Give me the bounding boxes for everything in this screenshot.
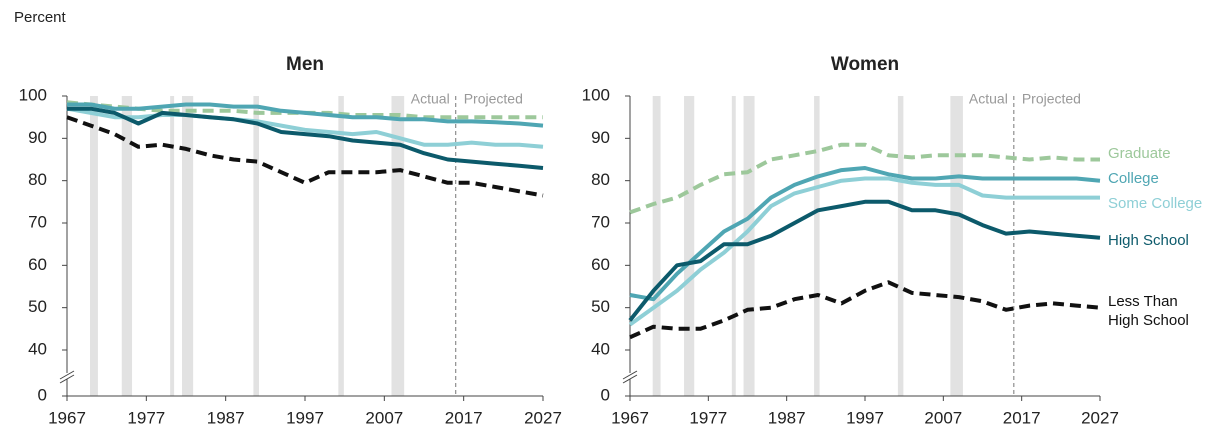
y-tick-label: 100 [19, 85, 47, 104]
series-line [629, 280, 1101, 340]
series-line [629, 166, 1101, 302]
axis-break [622, 374, 638, 384]
y-tick-label: 40 [28, 339, 47, 358]
recession-band [814, 96, 820, 396]
recession-band [170, 96, 175, 396]
series-label: Less Than High School [1108, 292, 1189, 329]
y-tick-label: 90 [28, 128, 47, 147]
series-label: Graduate [1108, 144, 1171, 162]
x-tick-label: 1977 [689, 408, 727, 427]
series-line [628, 199, 1101, 322]
y-tick-label: 70 [591, 212, 610, 231]
x-tick-label: 1987 [768, 408, 806, 427]
y-tick-label: 80 [591, 170, 610, 189]
axis-break-gap [622, 373, 638, 379]
x-tick-label: 2027 [524, 408, 562, 427]
recession-band [391, 96, 405, 396]
x-tick-label: 2007 [365, 408, 403, 427]
recession-band [897, 96, 904, 396]
series-line [67, 106, 544, 170]
annotation: Projected [1022, 91, 1081, 107]
x-tick-label: 1997 [286, 408, 324, 427]
series-line [66, 106, 544, 149]
y-tick-label: 100 [582, 85, 610, 104]
y-tick-label: 40 [591, 339, 610, 358]
recession-band [90, 96, 98, 396]
recession-band [121, 96, 133, 396]
axis-break [59, 370, 75, 380]
annotation: Projected [464, 91, 523, 107]
x-tick-label: 1997 [846, 408, 884, 427]
x-tick-label: 1967 [48, 408, 86, 427]
recession-band [743, 96, 755, 396]
y-tick-label: 70 [28, 212, 47, 231]
series-label: High School [1108, 231, 1189, 249]
y-tick-label: 50 [28, 297, 47, 316]
axis-break-gap [59, 373, 75, 379]
x-tick-label: 2017 [1003, 408, 1041, 427]
y-tick-label: 0 [601, 385, 610, 404]
series-label: College [1108, 169, 1159, 187]
x-tick-label: 2027 [1081, 408, 1119, 427]
recession-band [182, 96, 194, 396]
x-tick-label: 1977 [127, 408, 165, 427]
axis-break [59, 374, 75, 384]
series-label: Some College [1108, 194, 1203, 212]
x-tick-label: 1987 [207, 408, 245, 427]
x-tick-label: 2007 [924, 408, 962, 427]
recession-band [253, 96, 259, 396]
series-line [629, 142, 1100, 215]
recession-band [950, 96, 963, 396]
recession-band [652, 96, 661, 396]
axis-break [622, 370, 638, 380]
y-tick-label: 80 [28, 170, 47, 189]
recession-band [684, 96, 695, 396]
x-tick-label: 2017 [445, 408, 483, 427]
unit-label: Percent [14, 9, 67, 26]
recession-band [338, 96, 344, 396]
y-tick-label: 90 [591, 128, 610, 147]
panel-title: Men [286, 54, 324, 75]
y-tick-label: 60 [28, 255, 47, 274]
series-line [66, 115, 544, 198]
panel-title: Women [831, 54, 899, 75]
y-tick-label: 50 [591, 297, 610, 316]
y-tick-label: 60 [591, 255, 610, 274]
y-tick-label: 0 [38, 385, 47, 404]
series-line [67, 102, 544, 128]
series-line [628, 176, 1100, 327]
annotation: Actual [411, 91, 450, 107]
x-tick-label: 1967 [611, 408, 649, 427]
annotation: Actual [969, 91, 1008, 107]
